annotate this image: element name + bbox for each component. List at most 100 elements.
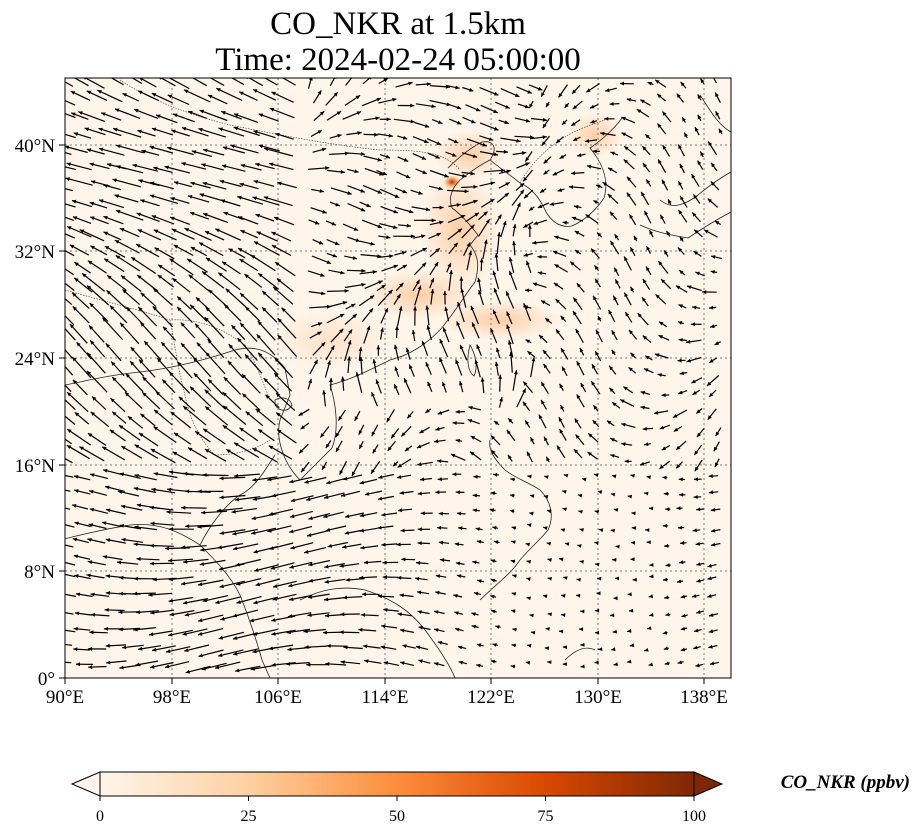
wind-vector-head — [174, 181, 179, 185]
wind-vector-head — [489, 508, 494, 513]
wind-vector-head — [151, 487, 156, 492]
wind-vector-head — [134, 525, 139, 530]
wind-vector-head — [523, 177, 528, 182]
wind-vector-head — [360, 207, 366, 212]
wind-vector-head — [438, 540, 444, 545]
wind-vector-head — [116, 165, 121, 169]
wind-vector-head — [72, 357, 77, 362]
wind-vector-head — [335, 432, 340, 438]
wind-vector-head — [627, 659, 632, 664]
wind-vector-head — [679, 560, 684, 565]
wind-vector-head — [184, 228, 189, 232]
wind-vector-head — [134, 474, 139, 478]
wind-vector-head — [630, 474, 635, 478]
wind-vector-head — [196, 342, 201, 347]
wind-vector-head — [397, 463, 402, 468]
wind-vector-head — [470, 305, 475, 311]
wind-vector-head — [594, 510, 600, 514]
wind-vector-head — [573, 137, 578, 141]
wind-vector-head — [711, 255, 716, 259]
wind-vector-head — [74, 277, 79, 282]
wind-vector-head — [399, 491, 404, 495]
wind-vector-head — [692, 528, 697, 533]
wind-vector-head — [439, 205, 444, 210]
wind-vector-head — [203, 213, 208, 217]
wind-vector-shaft — [181, 579, 207, 585]
wind-vector-head — [509, 509, 515, 514]
wind-vector-shaft — [168, 78, 190, 90]
wind-vector-head — [668, 199, 672, 204]
wind-vector-head — [694, 229, 699, 234]
wind-vector-shaft — [345, 78, 353, 86]
wind-vector-shaft — [217, 542, 244, 549]
wind-vector-shaft — [270, 562, 295, 570]
wind-vector-head — [74, 412, 80, 417]
wind-vector-head — [415, 279, 420, 285]
lon-label-106e: 106°E — [254, 687, 302, 708]
wind-vector-head — [401, 557, 406, 562]
wind-vector-head — [170, 197, 175, 201]
wind-vector-head — [512, 574, 517, 578]
wind-vector-head — [167, 146, 172, 151]
wind-vector-head — [580, 664, 585, 669]
wind-vector-head — [271, 245, 277, 249]
wind-vector-head — [252, 448, 257, 452]
wind-vector-head — [274, 373, 279, 378]
wind-vector-head — [173, 113, 178, 118]
wind-vector-head — [543, 170, 548, 175]
wind-vector-head — [615, 279, 619, 284]
wind-vector-head — [488, 137, 494, 141]
wind-vector-head — [455, 359, 459, 364]
wind-vector-head — [301, 467, 306, 473]
wind-vector-head — [344, 289, 349, 293]
wind-vector-head — [541, 381, 545, 387]
wind-vector-head — [563, 473, 569, 478]
wind-vector-head — [253, 130, 258, 134]
wind-vector-head — [558, 93, 563, 98]
wind-vector-head — [398, 306, 403, 311]
wind-vector-head — [353, 227, 359, 231]
wind-vector-head — [473, 591, 479, 596]
wind-vector-head — [90, 340, 95, 345]
wind-vector-head — [191, 150, 197, 154]
wind-vector-head — [608, 309, 613, 315]
wind-vector-head — [394, 384, 398, 389]
wind-vector-head — [73, 627, 78, 631]
wind-vector-head — [499, 397, 503, 402]
wind-vector-head — [611, 349, 616, 355]
wind-vector-head — [596, 591, 601, 596]
wind-vector-head — [300, 425, 305, 430]
wind-vector-head — [640, 99, 645, 104]
wind-vector-shaft — [268, 445, 293, 460]
colorbar-label: CO_NKR (ppbv) — [781, 772, 910, 793]
wind-vector-head — [696, 507, 701, 512]
wind-vector-head — [170, 216, 175, 221]
wind-vector-head — [173, 245, 179, 249]
wind-vector-head — [326, 304, 332, 309]
wind-vector-head — [289, 479, 294, 484]
wind-vector-head — [235, 668, 240, 673]
wind-vector-head — [529, 613, 534, 618]
wind-vector-head — [471, 624, 476, 629]
wind-vector-head — [254, 568, 259, 572]
wind-vector-shaft — [199, 559, 226, 566]
wind-vector-head — [602, 182, 607, 186]
wind-vector-head — [202, 473, 207, 477]
wind-vector-head — [269, 162, 274, 167]
wind-vector-shaft — [155, 390, 175, 410]
wind-vector-head — [153, 229, 159, 234]
wind-vector-head — [352, 314, 357, 319]
wind-vector-shaft — [204, 405, 229, 426]
wind-vector-head — [646, 246, 651, 251]
wind-vector-head — [542, 117, 547, 122]
wind-vector-head — [541, 141, 546, 146]
wind-vector-head — [455, 561, 461, 566]
wind-vector-head — [693, 194, 698, 199]
wind-vector-shaft — [133, 108, 159, 119]
wind-vector-shaft — [65, 593, 77, 598]
wind-vector-head — [663, 646, 669, 651]
wind-vector-head — [199, 193, 205, 198]
wind-vector-head — [255, 162, 260, 167]
wind-vector-shaft — [66, 225, 92, 238]
wind-vector-head — [434, 662, 439, 666]
